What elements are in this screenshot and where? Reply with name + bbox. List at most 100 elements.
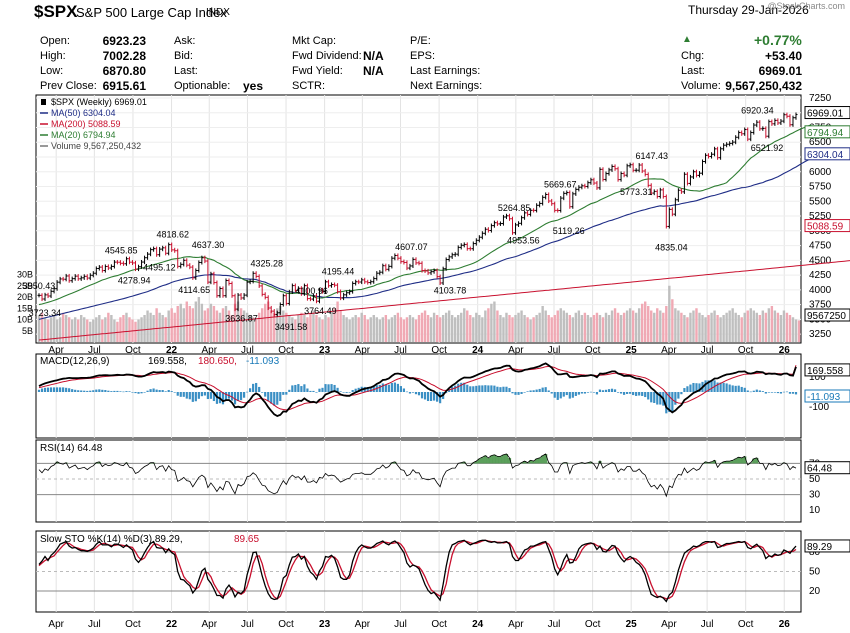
macd-histogram-bar xyxy=(312,390,315,392)
ma50-line xyxy=(38,153,821,320)
volume-bar xyxy=(420,312,424,342)
price-annotation: 4637.30 xyxy=(192,240,225,250)
volume-bar xyxy=(176,306,179,342)
x-axis-label: 22 xyxy=(166,619,178,630)
volume-bar xyxy=(336,301,339,342)
macd-line xyxy=(38,362,797,417)
rsi-overbought-fill xyxy=(474,461,478,464)
macd-histogram-bar xyxy=(595,392,599,395)
volume-bar xyxy=(520,310,523,342)
volume-bar xyxy=(788,315,792,342)
macd-histogram-bar xyxy=(125,391,128,392)
x-axis-label: Jul xyxy=(88,345,101,356)
field-value: N/A xyxy=(363,49,384,63)
macd-histogram-bar xyxy=(794,392,798,395)
volume-bar xyxy=(164,317,167,342)
volume-bar xyxy=(170,308,173,342)
volume-bar xyxy=(378,319,382,342)
x-axis-label: 25 xyxy=(626,619,638,630)
volume-bar xyxy=(369,317,372,342)
field-label: Bid: xyxy=(174,50,193,62)
macd-histogram-bar xyxy=(466,384,469,392)
volume-bar xyxy=(212,306,216,342)
rsi-line xyxy=(38,453,797,498)
macd-histogram-bar xyxy=(589,391,593,393)
volume-bar xyxy=(610,310,614,342)
macd-histogram-bar xyxy=(785,391,789,393)
macd-histogram-bar xyxy=(426,392,430,402)
volume-bar xyxy=(680,312,683,342)
macd-histogram-bar xyxy=(710,380,713,392)
macd-histogram-bar xyxy=(384,384,387,392)
volume-bar xyxy=(408,315,412,342)
volume-bar xyxy=(158,312,161,342)
macd-histogram-bar xyxy=(273,392,276,406)
rsi-overbought-fill xyxy=(731,460,735,464)
volume-bar xyxy=(541,306,544,342)
price-annotation: 6521.92 xyxy=(751,143,784,153)
volume-bar xyxy=(749,308,752,342)
macd-histogram-bar xyxy=(635,392,638,396)
rsi-overbought-fill xyxy=(504,454,509,464)
macd-histogram-bar xyxy=(107,390,110,392)
x-axis-label: Apr xyxy=(661,619,677,630)
x-axis-label: Jul xyxy=(394,619,407,630)
chg-value: +53.40 xyxy=(764,49,802,63)
macd-histogram-bar xyxy=(776,392,780,394)
macd-histogram-bar xyxy=(191,392,194,402)
macd-histogram-bar xyxy=(62,387,65,392)
volume-bar xyxy=(116,321,119,342)
macd-histogram-bar xyxy=(345,392,348,393)
volume-bar xyxy=(767,308,771,342)
macd-right-tag: 169.558 xyxy=(807,366,844,377)
price-right-tag: 6304.04 xyxy=(807,150,844,161)
field-label: EPS: xyxy=(410,50,436,62)
macd-panel xyxy=(35,353,802,439)
volume-bar xyxy=(58,317,62,342)
price-right-tag: 6969.01 xyxy=(807,109,844,120)
volume-bar xyxy=(553,315,556,342)
volume-bar xyxy=(511,317,514,342)
macd-histogram-bar xyxy=(173,392,176,393)
rsi-right-tag-box xyxy=(804,461,850,475)
price-tick-label: 4000 xyxy=(809,285,832,296)
macd-histogram-bar xyxy=(46,387,50,392)
volume-bar xyxy=(194,301,198,342)
macd-histogram-bar xyxy=(288,389,291,392)
volume-bar xyxy=(297,315,300,342)
x-axis-label: Jul xyxy=(701,619,714,630)
volume-bar xyxy=(242,310,246,342)
rsi-overbought-fill xyxy=(489,455,493,464)
volume-bar xyxy=(619,315,623,342)
macd-histogram-bar xyxy=(170,391,173,392)
macd-histogram-bar xyxy=(496,386,499,392)
volume-bar xyxy=(574,312,578,342)
macd-histogram-bar xyxy=(405,391,409,393)
volume-bar xyxy=(185,301,188,342)
macd-histogram-bar xyxy=(613,389,617,392)
macd-histogram-bar xyxy=(65,387,68,392)
macd-histogram-bar xyxy=(149,389,152,392)
macd-histogram-bar xyxy=(339,391,342,392)
volume-bar xyxy=(586,315,590,342)
macd-histogram-bar xyxy=(629,392,632,394)
macd-histogram-bar xyxy=(565,392,568,396)
macd-histogram-bar xyxy=(408,392,412,394)
volume-bar xyxy=(49,317,53,342)
x-axis-label: Jul xyxy=(548,619,561,630)
volume-bar xyxy=(128,317,131,342)
volume-bar xyxy=(665,306,668,342)
sto-tick-label: 50 xyxy=(809,567,821,578)
price-annotation: 4953.56 xyxy=(507,236,540,246)
volume-bar xyxy=(523,315,526,342)
macd-histogram-bar xyxy=(505,386,508,392)
macd-histogram-bar xyxy=(472,386,475,392)
volume-bar xyxy=(89,321,92,342)
x-axis-label: Oct xyxy=(125,619,141,630)
macd-histogram-bar xyxy=(77,390,80,392)
volume-bar xyxy=(110,315,113,342)
price-tick-label: 4500 xyxy=(809,255,832,266)
volume-bar xyxy=(571,317,575,342)
volume-bar xyxy=(686,317,689,342)
